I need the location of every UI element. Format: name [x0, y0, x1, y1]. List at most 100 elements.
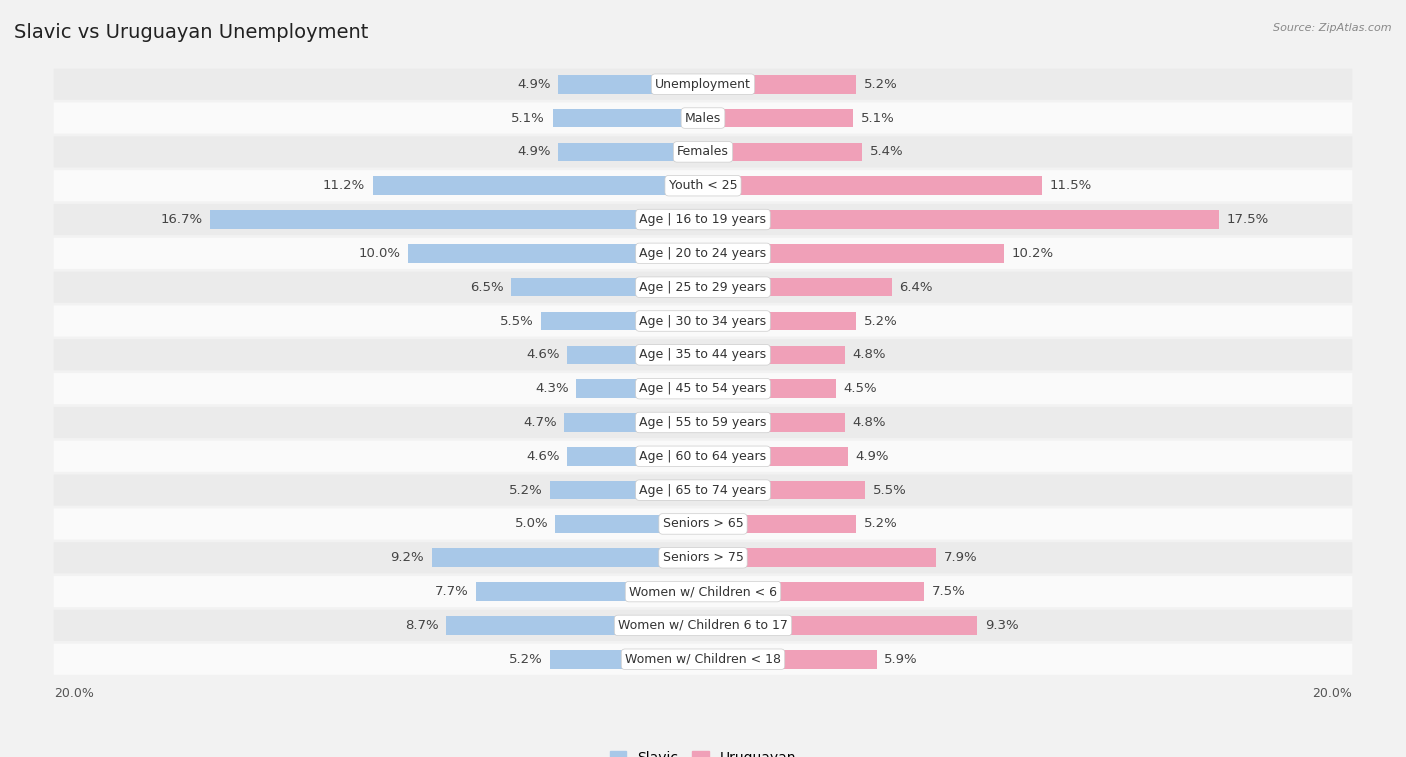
Text: 5.0%: 5.0%: [515, 518, 548, 531]
Text: Women w/ Children < 18: Women w/ Children < 18: [626, 653, 780, 665]
FancyBboxPatch shape: [53, 238, 1353, 269]
Text: 5.2%: 5.2%: [863, 314, 897, 328]
Text: 6.5%: 6.5%: [470, 281, 503, 294]
Text: Age | 45 to 54 years: Age | 45 to 54 years: [640, 382, 766, 395]
Bar: [555, 515, 703, 533]
Text: 20.0%: 20.0%: [1312, 687, 1353, 699]
Legend: Slavic, Uruguayan: Slavic, Uruguayan: [603, 744, 803, 757]
Text: Seniors > 75: Seniors > 75: [662, 551, 744, 564]
Text: 5.2%: 5.2%: [509, 484, 543, 497]
Text: Females: Females: [678, 145, 728, 158]
Bar: [564, 413, 703, 431]
Text: 17.5%: 17.5%: [1226, 213, 1268, 226]
Bar: [576, 379, 703, 398]
FancyBboxPatch shape: [53, 643, 1353, 674]
Text: Age | 35 to 44 years: Age | 35 to 44 years: [640, 348, 766, 361]
FancyBboxPatch shape: [53, 272, 1353, 303]
Bar: [703, 515, 856, 533]
Bar: [703, 176, 1042, 195]
Bar: [408, 244, 703, 263]
FancyBboxPatch shape: [53, 204, 1353, 235]
Text: 5.9%: 5.9%: [884, 653, 918, 665]
Text: 4.9%: 4.9%: [517, 78, 551, 91]
Bar: [703, 210, 1219, 229]
Bar: [432, 549, 703, 567]
Text: 4.8%: 4.8%: [852, 348, 886, 361]
Text: 7.9%: 7.9%: [943, 551, 977, 564]
Bar: [567, 447, 703, 466]
Text: 7.5%: 7.5%: [932, 585, 966, 598]
Text: Seniors > 65: Seniors > 65: [662, 518, 744, 531]
Bar: [703, 447, 848, 466]
FancyBboxPatch shape: [53, 170, 1353, 201]
Bar: [703, 142, 862, 161]
Text: 5.5%: 5.5%: [499, 314, 533, 328]
Text: 11.5%: 11.5%: [1050, 179, 1092, 192]
Text: 5.2%: 5.2%: [863, 78, 897, 91]
Bar: [550, 650, 703, 668]
Text: 9.3%: 9.3%: [984, 619, 1018, 632]
Text: Age | 30 to 34 years: Age | 30 to 34 years: [640, 314, 766, 328]
Bar: [703, 650, 877, 668]
Bar: [703, 345, 845, 364]
FancyBboxPatch shape: [53, 102, 1353, 134]
FancyBboxPatch shape: [53, 542, 1353, 573]
FancyBboxPatch shape: [53, 407, 1353, 438]
FancyBboxPatch shape: [53, 610, 1353, 641]
Text: Age | 20 to 24 years: Age | 20 to 24 years: [640, 247, 766, 260]
Bar: [541, 312, 703, 330]
FancyBboxPatch shape: [53, 441, 1353, 472]
Bar: [446, 616, 703, 634]
Text: Women w/ Children 6 to 17: Women w/ Children 6 to 17: [619, 619, 787, 632]
Bar: [703, 75, 856, 94]
Bar: [703, 109, 853, 127]
FancyBboxPatch shape: [53, 136, 1353, 167]
FancyBboxPatch shape: [53, 576, 1353, 607]
FancyBboxPatch shape: [53, 373, 1353, 404]
Bar: [550, 481, 703, 500]
Text: 4.9%: 4.9%: [517, 145, 551, 158]
Text: Unemployment: Unemployment: [655, 78, 751, 91]
Text: Slavic vs Uruguayan Unemployment: Slavic vs Uruguayan Unemployment: [14, 23, 368, 42]
Text: 10.0%: 10.0%: [359, 247, 401, 260]
Text: 4.5%: 4.5%: [844, 382, 877, 395]
Bar: [703, 549, 936, 567]
Text: Age | 16 to 19 years: Age | 16 to 19 years: [640, 213, 766, 226]
Text: Source: ZipAtlas.com: Source: ZipAtlas.com: [1274, 23, 1392, 33]
Text: 5.4%: 5.4%: [870, 145, 903, 158]
Text: Age | 55 to 59 years: Age | 55 to 59 years: [640, 416, 766, 429]
Text: 5.2%: 5.2%: [863, 518, 897, 531]
Bar: [558, 142, 703, 161]
Text: Women w/ Children < 6: Women w/ Children < 6: [628, 585, 778, 598]
Text: Males: Males: [685, 111, 721, 125]
Text: 16.7%: 16.7%: [160, 213, 202, 226]
Text: 8.7%: 8.7%: [405, 619, 439, 632]
Text: 5.1%: 5.1%: [512, 111, 546, 125]
Text: Age | 25 to 29 years: Age | 25 to 29 years: [640, 281, 766, 294]
Text: 9.2%: 9.2%: [391, 551, 425, 564]
Bar: [703, 582, 924, 601]
Bar: [703, 481, 865, 500]
Bar: [211, 210, 703, 229]
Text: 4.6%: 4.6%: [526, 450, 560, 463]
Bar: [475, 582, 703, 601]
FancyBboxPatch shape: [53, 305, 1353, 337]
Text: Youth < 25: Youth < 25: [669, 179, 737, 192]
Bar: [703, 413, 845, 431]
Bar: [703, 616, 977, 634]
FancyBboxPatch shape: [53, 69, 1353, 100]
FancyBboxPatch shape: [53, 509, 1353, 540]
Bar: [553, 109, 703, 127]
FancyBboxPatch shape: [53, 475, 1353, 506]
Text: Age | 65 to 74 years: Age | 65 to 74 years: [640, 484, 766, 497]
Bar: [512, 278, 703, 297]
Text: 10.2%: 10.2%: [1011, 247, 1053, 260]
Text: 11.2%: 11.2%: [323, 179, 366, 192]
Bar: [567, 345, 703, 364]
Text: 5.5%: 5.5%: [873, 484, 907, 497]
Text: 6.4%: 6.4%: [900, 281, 932, 294]
Text: 4.8%: 4.8%: [852, 416, 886, 429]
Text: 4.3%: 4.3%: [536, 382, 569, 395]
Bar: [703, 244, 1004, 263]
Text: 7.7%: 7.7%: [434, 585, 468, 598]
